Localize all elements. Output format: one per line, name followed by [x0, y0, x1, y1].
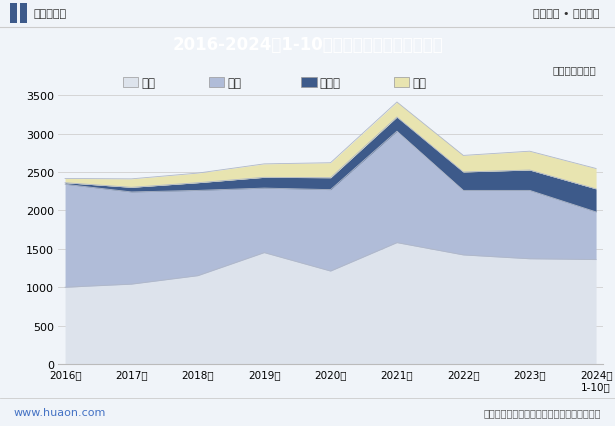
Text: 2016-2024年1-10月湖北省各发电类型发电量: 2016-2024年1-10月湖北省各发电类型发电量 — [172, 36, 443, 54]
Text: www.huaon.com: www.huaon.com — [14, 407, 106, 417]
Text: 太阳能: 太阳能 — [320, 77, 341, 89]
Text: 火力: 火力 — [141, 77, 156, 89]
Text: 单位：亿千瓦时: 单位：亿千瓦时 — [553, 65, 597, 75]
Text: 水力: 水力 — [228, 77, 242, 89]
Text: 风力: 风力 — [412, 77, 426, 89]
Text: 专业严谨 • 客观科学: 专业严谨 • 客观科学 — [533, 9, 600, 19]
Text: 华经情报网: 华经情报网 — [34, 9, 67, 19]
FancyBboxPatch shape — [20, 4, 27, 23]
Text: 数据来源：国家统计局，华经产业研究院整理: 数据来源：国家统计局，华经产业研究院整理 — [484, 407, 601, 417]
FancyBboxPatch shape — [10, 4, 17, 23]
